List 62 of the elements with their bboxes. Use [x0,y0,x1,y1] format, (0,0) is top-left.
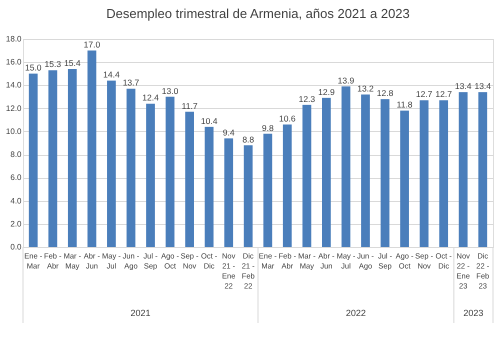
bar [244,145,253,247]
data-label: 12.4 [142,92,160,103]
text: 2022 [346,308,366,318]
bar [48,70,58,247]
bar [185,112,194,247]
bar [322,98,331,247]
bar [342,86,350,247]
chart-title: Desempleo trimestral de Armenia, años 2021 a 2023 [106,6,410,21]
y-tick-label: 2.0 [10,219,22,228]
bar [458,92,468,247]
data-label: 10.4 [200,116,218,126]
data-label: 9.8 [262,122,274,133]
y-tick-label: 12.0 [6,104,22,113]
bar [126,88,136,247]
data-label: 9.4 [222,127,235,138]
y-tick-label: 16.0 [6,58,22,67]
data-label: 13.0 [162,86,179,96]
data-label: 15.3 [44,59,62,70]
y-tick-label: 10.0 [6,126,22,136]
bar [302,104,312,247]
data-label: 13.4 [454,81,472,92]
y-tick-label: 0.0 [10,242,22,252]
y-tick-label: 18.0 [6,34,22,44]
data-label: 11.8 [396,100,413,110]
data-label: 12.3 [298,94,316,104]
y-tick-label: 14.0 [6,80,22,90]
bar [204,126,214,247]
bar [224,138,234,247]
data-label: 13.7 [122,78,140,88]
bar [28,74,38,247]
bar [282,124,292,247]
bar [380,99,390,247]
y-tick-label: 8.0 [10,150,22,160]
data-label: 13.4 [474,81,492,92]
data-label: 14.4 [103,70,120,80]
y-tick-label: 4.0 [10,196,22,206]
data-label: 8.8 [242,134,254,144]
bar [166,96,174,247]
bar [361,94,370,247]
data-label: 12.9 [318,86,335,97]
bar [68,69,77,247]
bar [439,100,448,247]
bar [146,104,155,247]
data-label: 15.0 [24,62,42,73]
data-label: 11.7 [182,100,198,111]
bar [400,110,409,247]
data-label: 15.4 [64,58,81,68]
data-label: 12.7 [435,89,452,100]
data-label: 13.9 [338,75,354,86]
bar [263,134,272,247]
data-label: 10.6 [279,114,296,124]
bar [420,100,429,247]
data-label: 13.2 [357,83,374,94]
bar [478,92,488,247]
y-tick-label: 6.0 [10,173,22,182]
data-label: 17.0 [84,40,100,50]
data-label: 12.8 [376,88,394,98]
bar [87,50,96,247]
data-label: 12.7 [416,89,433,100]
text: 2021 [130,308,151,318]
text: 2023 [463,308,484,318]
bar [107,80,116,247]
